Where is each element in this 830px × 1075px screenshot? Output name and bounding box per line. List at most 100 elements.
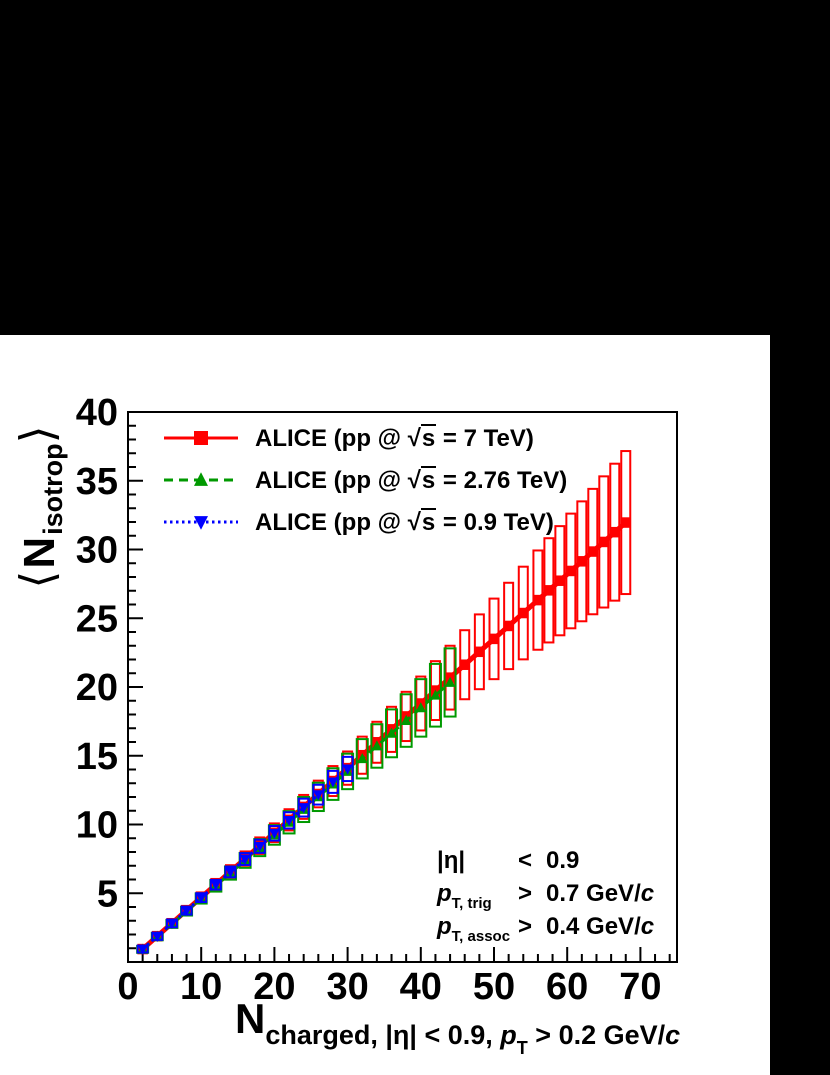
legend-label-arg: s: [420, 423, 437, 452]
data-point-marker: [587, 546, 599, 557]
legend-sample-square-icon: [164, 431, 238, 445]
sys-error-box: [297, 797, 310, 818]
y-axis-tick-label: 30: [76, 530, 118, 572]
x-axis-tick-label: 30: [326, 966, 368, 1008]
sys-error-box: [385, 708, 399, 759]
cut-value-unit: GeV/: [579, 880, 641, 907]
data-point-marker: [609, 526, 621, 538]
y-title-part: ⟩: [11, 425, 63, 444]
sys-error-box: [283, 811, 296, 830]
legend-label-pre: ALICE (pp @: [255, 508, 408, 536]
legend-label-post: = 2.76 TeV): [436, 466, 568, 494]
cut-operator: <: [518, 847, 533, 874]
cut-symbol: |η|: [437, 847, 518, 875]
y-axis-tick-label: 35: [76, 461, 118, 503]
legend-label: ALICE (pp @ √s = 2.76 TeV): [255, 465, 568, 495]
x-title-part: p: [500, 1020, 517, 1050]
sys-error-box: [268, 825, 281, 842]
x-title-part: c: [665, 1020, 681, 1050]
data-point-marker: [152, 931, 163, 943]
legend-label: ALICE (pp @ √s = 7 TeV): [255, 423, 534, 453]
legend-label-radical: √: [407, 424, 421, 452]
cut-value: 0.7 GeV/c: [546, 880, 654, 908]
x-title-part: > 0.2 GeV/: [527, 1020, 666, 1050]
cut-value-unit-c: c: [640, 880, 655, 907]
legend-marker: [194, 472, 208, 486]
data-point-marker: [313, 790, 324, 801]
chart-plot-area: 0 10 20 30 40 50 60 70 5 10 15 20 25 30 35 40: [76, 392, 678, 1008]
x-axis-tick-label: 40: [400, 966, 442, 1008]
data-point-marker: [598, 536, 610, 548]
cut-symbol-main: p: [437, 880, 452, 907]
legend-label: ALICE (pp @ √s = 0.9 TeV): [255, 507, 554, 537]
sys-error-box: [414, 678, 428, 738]
data-point-marker: [415, 702, 427, 713]
data-point-marker: [488, 633, 500, 645]
legend-sample-triangle-down-icon: [164, 516, 238, 530]
data-point-marker: [356, 753, 368, 764]
data-point-marker: [137, 944, 148, 955]
legend-marker: [194, 431, 208, 445]
data-point-marker: [620, 517, 632, 528]
cut-value: 0.4 GeV/c: [546, 913, 654, 941]
data-point-marker: [554, 575, 566, 586]
x-axis-tick-label: 0: [117, 966, 138, 1008]
cut-row: |η| <0.9: [437, 847, 654, 880]
cut-value-unit: GeV/: [579, 913, 641, 940]
data-point-marker: [195, 893, 207, 904]
sys-error-box: [239, 852, 252, 866]
data-point-marker: [298, 803, 309, 814]
cut-operator: >: [518, 913, 533, 940]
y-axis-tick-label: 5: [97, 873, 118, 915]
sys-error-box: [370, 723, 384, 769]
data-point-marker: [342, 764, 353, 775]
sys-error-box: [253, 838, 266, 854]
data-point-marker: [565, 565, 577, 577]
legend-label-pre: ALICE (pp @: [255, 424, 408, 452]
data-point-marker: [166, 918, 178, 930]
data-point-marker: [518, 607, 529, 619]
x-title-part: charged, |η| < 0.9,: [265, 1020, 501, 1050]
legend-label-post: = 7 TeV): [436, 424, 534, 452]
y-axis-tick-label: 10: [76, 805, 118, 847]
legend-marker: [194, 516, 208, 530]
sys-error-box: [355, 738, 369, 780]
legend-item: ALICE (pp @ √s = 2.76 TeV): [160, 459, 567, 501]
legend-label-radical: √: [407, 466, 421, 494]
legend-label-post: = 0.9 TeV): [436, 508, 554, 536]
x-axis-tick-label: 20: [253, 966, 295, 1008]
legend-sample-triangle-up-icon: [164, 472, 238, 486]
data-point-marker: [371, 740, 383, 751]
sys-error-box: [341, 755, 354, 783]
cut-row: pT, trig >0.7 GeV/c: [437, 880, 654, 913]
x-title-part: T: [516, 1038, 528, 1058]
data-point-marker: [400, 714, 412, 725]
x-axis-title: Ncharged, |η| < 0.9, pT > 0.2 GeV/c: [235, 995, 680, 1058]
data-point-marker: [254, 841, 266, 852]
cut-symbol: pT, trig: [437, 880, 518, 912]
data-point-marker: [532, 594, 544, 606]
legend: ALICE (pp @ √s = 7 TeV) ALICE (pp @ √s = …: [160, 417, 567, 543]
legend-label-radical: √: [407, 508, 421, 536]
data-point-marker: [269, 828, 280, 840]
data-point-marker: [503, 620, 514, 632]
y-axis-tick-label: 40: [76, 392, 118, 434]
legend-item: ALICE (pp @ √s = 0.9 TeV): [160, 501, 567, 543]
legend-label-pre: ALICE (pp @: [255, 466, 408, 494]
x-axis-tick-label: 70: [619, 966, 661, 1008]
y-axis-tick-label: 15: [76, 736, 118, 778]
sys-error-box: [428, 662, 442, 728]
legend-label-arg: s: [420, 507, 437, 536]
cut-row: pT, assoc >0.4 GeV/c: [437, 913, 654, 946]
legend-label-arg: s: [420, 465, 437, 494]
cut-symbol: pT, assoc: [437, 913, 518, 945]
legend-item: ALICE (pp @ √s = 7 TeV): [160, 417, 567, 459]
sys-error-box: [443, 647, 457, 718]
cuts-annotation: |η| <0.9 pT, trig >0.7 GeV/c pT, assoc >0.4 G…: [437, 847, 654, 946]
data-point-marker: [327, 777, 339, 788]
data-point-marker: [474, 646, 485, 658]
cut-value-number: 0.9: [546, 847, 580, 874]
data-point-marker: [386, 727, 397, 738]
